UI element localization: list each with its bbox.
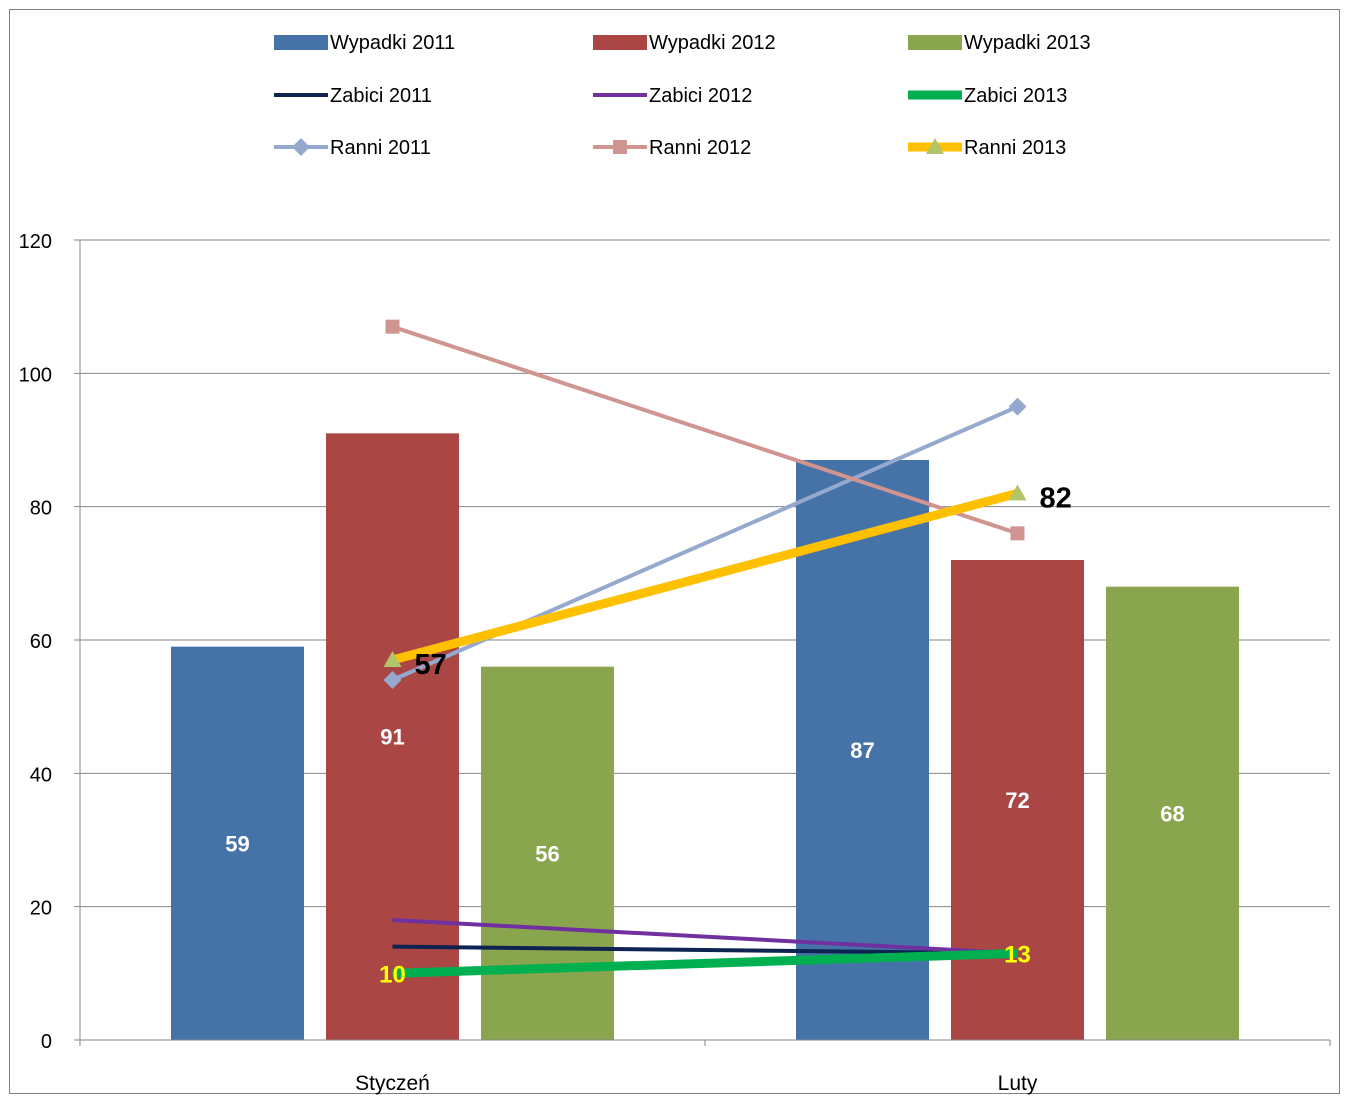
y-tick-label: 120 <box>19 231 52 253</box>
x-tick-label: Styczeń <box>355 1072 430 1095</box>
series-line <box>391 324 1019 536</box>
legend-label: Wypadki 2012 <box>649 32 776 54</box>
square-marker <box>613 140 627 154</box>
y-tick-label: 80 <box>30 498 52 520</box>
square-marker <box>1010 526 1025 541</box>
series-line <box>391 488 1019 665</box>
bar <box>481 666 614 1040</box>
triangle-marker <box>383 651 402 667</box>
bar <box>171 646 304 1040</box>
y-tick-label: 40 <box>30 764 52 786</box>
legend-label: Ranni 2011 <box>330 137 431 159</box>
legend-label: Ranni 2013 <box>964 137 1066 159</box>
y-tick-label: 20 <box>30 898 52 920</box>
legend-label: Zabici 2011 <box>330 85 432 107</box>
line-data-label: 13 <box>1004 941 1031 968</box>
line-data-label: 10 <box>379 961 406 988</box>
bar-data-label: 56 <box>535 841 559 866</box>
line-data-label: 57 <box>415 649 447 681</box>
diamond-marker <box>1008 397 1027 416</box>
y-tick-label: 100 <box>19 364 52 386</box>
triangle-marker <box>1008 484 1027 501</box>
y-tick-label: 0 <box>41 1031 52 1053</box>
legend-swatch <box>908 35 962 50</box>
bar <box>326 433 459 1040</box>
line-data-label: 82 <box>1040 482 1072 514</box>
bar-data-label: 72 <box>1005 788 1029 813</box>
legend-swatch <box>593 35 647 50</box>
legend-label: Wypadki 2011 <box>330 32 455 54</box>
series-line <box>392 918 1018 956</box>
y-tick-label: 60 <box>30 631 52 653</box>
bar-data-label: 59 <box>225 831 249 856</box>
bar-data-label: 87 <box>850 738 874 763</box>
diamond-marker <box>383 671 402 689</box>
bar-data-label: 68 <box>1160 801 1184 826</box>
x-tick-label: Luty <box>998 1072 1038 1095</box>
legend-label: Ranni 2012 <box>649 137 751 159</box>
legend-label: Zabici 2012 <box>649 85 752 107</box>
legend-label: Wypadki 2013 <box>964 32 1091 54</box>
legend-label: Zabici 2013 <box>964 85 1067 107</box>
bar-data-label: 91 <box>380 725 404 750</box>
diamond-marker <box>292 138 310 156</box>
triangle-marker <box>926 138 944 154</box>
bar <box>951 560 1084 1040</box>
series-line <box>392 948 1018 978</box>
legend-swatch <box>274 35 328 50</box>
bar <box>1106 586 1239 1040</box>
square-marker <box>385 319 400 334</box>
